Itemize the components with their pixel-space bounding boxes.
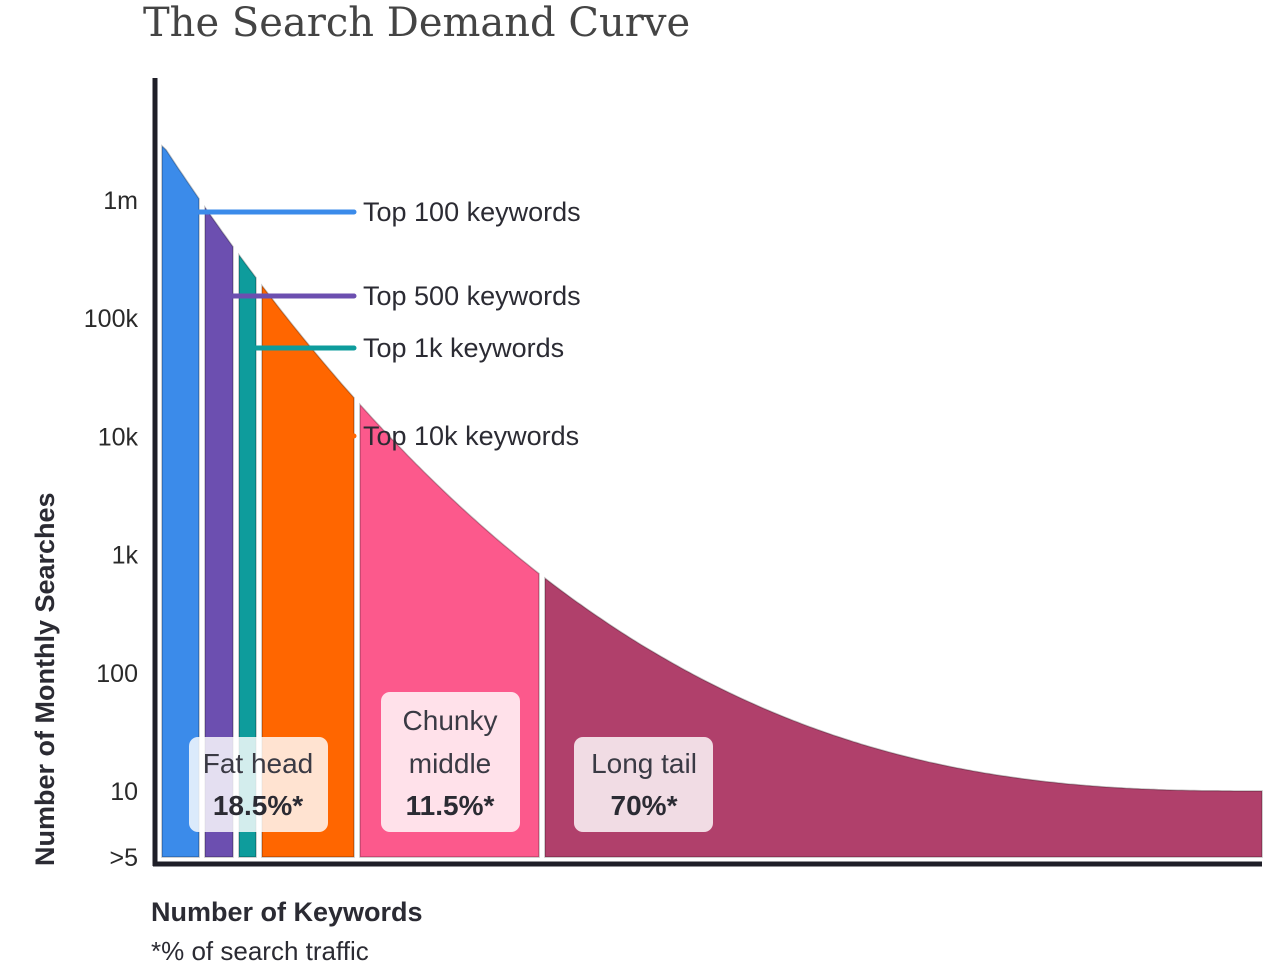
- y-tick-label: 100k: [84, 305, 139, 333]
- footnote: *% of search traffic: [151, 936, 369, 966]
- segment-name: Long tail: [591, 748, 697, 779]
- segment-name: Fat head: [203, 748, 314, 779]
- segment-share: 18.5%*: [213, 790, 303, 821]
- segment-name-line-1: Chunky: [403, 705, 498, 736]
- x-axis-label: Number of Keywords: [151, 897, 423, 927]
- callout-label: Top 500 keywords: [363, 281, 581, 311]
- band-top-1k-keywords: [238, 252, 257, 858]
- y-tick-label: 1k: [112, 542, 139, 570]
- segment-fat-head: Fat head 18.5%*: [189, 737, 328, 832]
- segment-box: [189, 737, 328, 832]
- y-tick-label: 10: [110, 778, 138, 806]
- segment-name-line-2: middle: [409, 748, 491, 779]
- segment-long-tail: Long tail 70%*: [574, 737, 713, 832]
- segment-box: [574, 737, 713, 832]
- y-tick-label: 1m: [103, 187, 138, 215]
- y-tick-label: >5: [109, 844, 138, 872]
- callout-label: Top 100 keywords: [363, 197, 581, 227]
- y-axis-label: Number of Monthly Searches: [30, 492, 60, 866]
- callout-label: Top 1k keywords: [363, 333, 564, 363]
- y-tick-labels: 1m 100k 10k 1k 100 10 >5: [84, 187, 139, 872]
- segment-share: 70%*: [611, 790, 678, 821]
- callout-label: Top 10k keywords: [363, 421, 579, 451]
- segment-box: [381, 692, 520, 832]
- y-tick-label: 10k: [98, 423, 139, 451]
- band-top-100-keywords: [161, 144, 200, 858]
- band-long-tail: [544, 576, 1263, 858]
- y-tick-label: 100: [96, 660, 138, 688]
- segment-share: 11.5%*: [406, 790, 495, 821]
- segment-chunky-middle: Chunky middle 11.5%*: [381, 692, 520, 832]
- callouts: Top 100 keywords Top 500 keywords Top 1k k…: [179, 197, 581, 451]
- chart-title: The Search Demand Curve: [143, 0, 690, 46]
